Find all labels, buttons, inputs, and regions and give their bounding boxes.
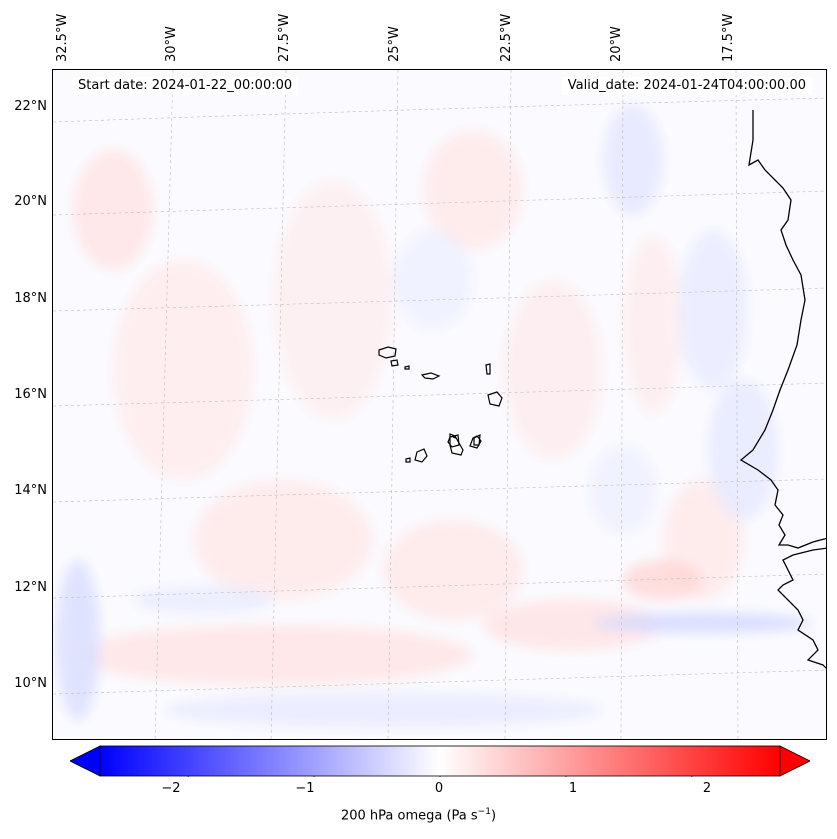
lon-label-25w: 25°W bbox=[387, 26, 402, 62]
colorbar-tick-label: −2 bbox=[161, 781, 181, 796]
lat-label-16n: 16°N bbox=[14, 387, 47, 402]
colorbar-extend-max bbox=[779, 745, 810, 777]
africa-coastline bbox=[739, 110, 826, 669]
colorbar bbox=[70, 745, 810, 777]
lat-label-18n: 18°N bbox=[14, 291, 47, 306]
lon-label-22-5w: 22.5°W bbox=[499, 13, 514, 62]
colorbar-tick-label: −1 bbox=[295, 781, 315, 796]
colorbar-tick-label: 1 bbox=[568, 781, 578, 796]
lon-label-30w: 30°W bbox=[164, 26, 179, 62]
lon-label-27-5w: 27.5°W bbox=[277, 13, 292, 62]
colorbar-tick-label: 0 bbox=[434, 781, 444, 796]
lon-label-32-5w: 32.5°W bbox=[55, 13, 70, 62]
colorbar-extend-min bbox=[70, 745, 101, 777]
omega-field-map bbox=[53, 70, 826, 739]
colorbar-gradient bbox=[99, 745, 781, 777]
omega-contours bbox=[56, 105, 813, 728]
lon-label-17-5w: 17.5°W bbox=[721, 13, 736, 62]
map-panel[interactable] bbox=[52, 69, 827, 740]
colorbar-tick-label: 2 bbox=[702, 781, 712, 796]
start-date-label: Start date: 2024-01-22_00:00:00 bbox=[72, 77, 299, 95]
colorbar-label: 200 hPa omega (Pa s−1) bbox=[340, 807, 497, 824]
lat-label-10n: 10°N bbox=[14, 676, 47, 691]
lat-label-12n: 12°N bbox=[14, 580, 47, 595]
lat-label-20n: 20°N bbox=[14, 194, 47, 209]
lat-label-22n: 22°N bbox=[14, 99, 47, 114]
graticule bbox=[53, 70, 826, 739]
lon-label-20w: 20°W bbox=[609, 26, 624, 62]
lat-label-14n: 14°N bbox=[14, 483, 47, 498]
cape-verde-islands bbox=[378, 346, 503, 463]
valid-date-label: Valid_date: 2024-01-24T04:00:00.00 bbox=[561, 77, 812, 95]
